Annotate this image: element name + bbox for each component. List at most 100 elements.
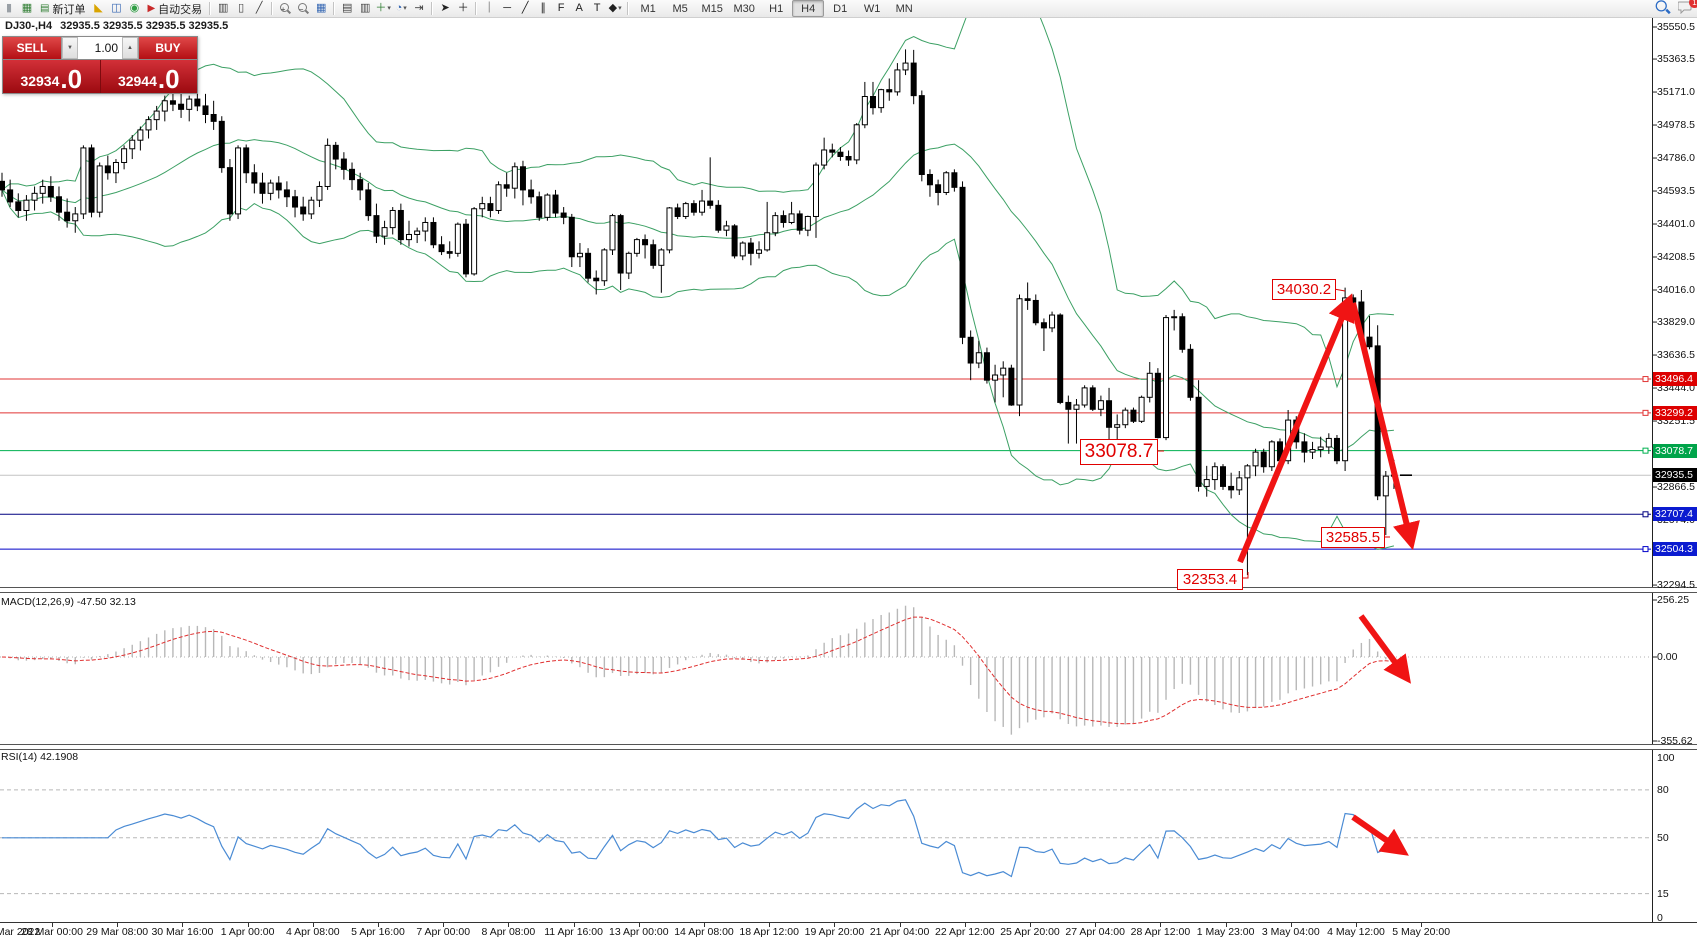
channel-icon[interactable]: ∥ (540, 2, 546, 14)
trend-arrow[interactable] (1351, 814, 1409, 856)
horn-icon[interactable]: ◣ (94, 2, 103, 14)
price-tick-label: 32866.5 (1657, 481, 1695, 494)
line-chart-icon[interactable]: ╱ (255, 2, 263, 14)
new-order-button[interactable]: ▤ 新订单 (36, 1, 89, 16)
trend-arrow[interactable] (1237, 293, 1355, 564)
timeframe-d1-button[interactable]: D1 (833, 2, 848, 15)
candle-body (707, 200, 714, 206)
rsi-panel (0, 789, 1651, 895)
time-tick (638, 923, 640, 927)
candle-body (536, 196, 543, 218)
candle-body (479, 203, 486, 210)
buy-price[interactable]: 32944.0 (100, 60, 197, 93)
horizontal-line-icon[interactable]: ─ (503, 2, 512, 14)
time-tick (247, 923, 249, 927)
candle-body (674, 207, 681, 217)
candle-body (80, 147, 87, 215)
timeframe-w1-button[interactable]: W1 (863, 2, 881, 15)
chat-notifications-icon[interactable]: 1 (1677, 0, 1697, 17)
timeframe-mn-button[interactable]: MN (895, 2, 913, 15)
mail-icon[interactable]: ◫ (111, 2, 122, 14)
sell-button[interactable]: SELL (3, 37, 61, 59)
timeframe-m15-button[interactable]: M15 (701, 2, 723, 15)
auto-trading-button[interactable]: ▶ 自动交易 (143, 1, 206, 16)
candle-body (975, 352, 982, 364)
timeframe-m30-button[interactable]: M30 (733, 2, 755, 15)
price-annotation[interactable]: 32585.5 (1321, 527, 1385, 548)
price-annotation[interactable]: 32353.4 (1177, 569, 1243, 590)
candle-body (414, 230, 421, 235)
add-indicator-icon-dropdown[interactable]: ▾ (387, 5, 391, 12)
arrange-vertical-icon[interactable]: ▤ (341, 2, 353, 14)
arrange-cascade-icon[interactable]: ▥ (359, 2, 371, 14)
text-icon[interactable]: A (575, 2, 583, 14)
crosshair-icon[interactable]: ＋ (457, 2, 469, 14)
vertical-line-icon[interactable]: ｜ (483, 2, 495, 14)
volume-increase-button[interactable]: ▲ (122, 37, 138, 59)
candle-body (601, 249, 608, 282)
sell-price[interactable]: 32934.0 (3, 60, 101, 93)
zoom-in-icon[interactable]: + (276, 1, 294, 16)
bar-chart-icon[interactable]: ▥ (217, 2, 229, 14)
time-label: Mar 2022 (0, 926, 41, 938)
volume-decrease-button[interactable]: ▼ (62, 37, 78, 59)
fibonacci-icon[interactable]: F (557, 2, 565, 14)
arrows-tool-icon[interactable]: ◆ ▾ (608, 2, 622, 14)
time-tick (1095, 923, 1097, 927)
label-icon[interactable]: T (593, 2, 601, 14)
new-chart-icon[interactable]: ▦ (21, 2, 33, 14)
zoom-out-icon[interactable]: − (294, 1, 312, 16)
candle-body (503, 184, 510, 189)
rsi-tick-label: 100 (1657, 752, 1675, 764)
candle-body (121, 148, 128, 163)
price-annotation[interactable]: 34030.2 (1272, 279, 1336, 300)
timeframe-h1-button[interactable]: H1 (769, 2, 784, 15)
trend-arrow[interactable] (1350, 302, 1420, 551)
candle-body (633, 239, 640, 254)
time-label: 11 Apr 16:00 (544, 926, 603, 938)
add-indicator-icon[interactable]: ＋ ▾ (375, 2, 391, 14)
candle-body (1097, 400, 1104, 410)
macd-tick-label: 256.25 (1657, 594, 1690, 606)
candle-body (609, 215, 616, 251)
candle-body (666, 207, 673, 251)
chart-shift-icon[interactable]: ⇥ (414, 2, 424, 14)
tile-windows-icon[interactable]: ▦ (315, 2, 327, 14)
time-tick (1356, 923, 1357, 927)
candle-body (226, 167, 233, 215)
chart-fragment-icon[interactable]: ▮ (5, 2, 13, 14)
time-label: 22 Apr 12:00 (935, 926, 995, 938)
buy-button[interactable]: BUY (139, 37, 197, 59)
search-icon[interactable] (1655, 0, 1670, 17)
cursor-icon[interactable]: ➤ (440, 2, 450, 14)
candle-body (650, 244, 657, 266)
rsi-panel-separator[interactable] (0, 744, 1697, 750)
time-label: 21 Apr 04:00 (869, 926, 930, 938)
timeframe-h4-button[interactable]: H4 (792, 0, 825, 17)
candle-body (194, 98, 201, 107)
arrows-tool-icon-dropdown[interactable]: ▾ (618, 5, 622, 12)
candle-body (1211, 466, 1218, 481)
candle-body (1032, 299, 1039, 324)
signal-icon[interactable]: ◉ (129, 2, 140, 14)
candle-body (845, 155, 852, 161)
timeframe-m5-button[interactable]: M5 (672, 2, 688, 15)
macd-panel-separator[interactable] (0, 587, 1697, 593)
trend-arrow[interactable] (1358, 614, 1411, 684)
candle-body (1179, 316, 1186, 350)
time-tick (508, 923, 510, 927)
trendline-icon[interactable]: ╱ (521, 2, 529, 14)
time-label: 27 Apr 04:00 (1065, 926, 1125, 938)
volume-value[interactable]: 1.00 (94, 41, 118, 55)
time-tick (1030, 923, 1031, 927)
candle-body (813, 164, 819, 217)
candlestick-chart-icon[interactable]: ▯ (238, 2, 245, 14)
periods-clock-icon[interactable]: ◔ ▾ (395, 2, 407, 14)
time-tick (378, 923, 379, 927)
candle-body (0, 180, 5, 191)
periods-clock-icon-dropdown[interactable]: ▾ (403, 5, 407, 12)
timeframe-m1-button[interactable]: M1 (640, 2, 656, 15)
candle-body (552, 194, 559, 214)
price-annotation[interactable]: 33078.7 (1080, 439, 1158, 465)
